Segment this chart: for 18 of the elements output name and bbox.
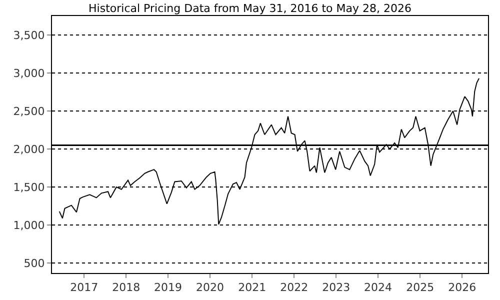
x-tick-label: 2023 bbox=[322, 281, 350, 294]
x-tick-label: 2026 bbox=[448, 281, 476, 294]
x-tick-label: 2024 bbox=[364, 281, 392, 294]
x-tick-label: 2022 bbox=[280, 281, 308, 294]
x-tick-label: 2017 bbox=[70, 281, 98, 294]
y-tick-label: 2,000 bbox=[13, 142, 45, 156]
y-tick-label: 1,500 bbox=[13, 180, 45, 194]
x-tick-label: 2019 bbox=[154, 281, 182, 294]
y-tick-label: 3,000 bbox=[13, 66, 45, 80]
y-tick-label: 500 bbox=[24, 256, 45, 270]
chart-title: Historical Pricing Data from May 31, 2016 to May 28, 2026 bbox=[88, 2, 412, 15]
y-tick-label: 2,500 bbox=[13, 104, 45, 118]
x-tick-label: 2021 bbox=[238, 281, 266, 294]
x-tick-label: 2018 bbox=[112, 281, 140, 294]
x-tick-label: 2020 bbox=[196, 281, 224, 294]
y-tick-label: 1,000 bbox=[13, 218, 45, 232]
x-tick-label: 2025 bbox=[406, 281, 434, 294]
y-tick-label: 3,500 bbox=[13, 28, 45, 42]
